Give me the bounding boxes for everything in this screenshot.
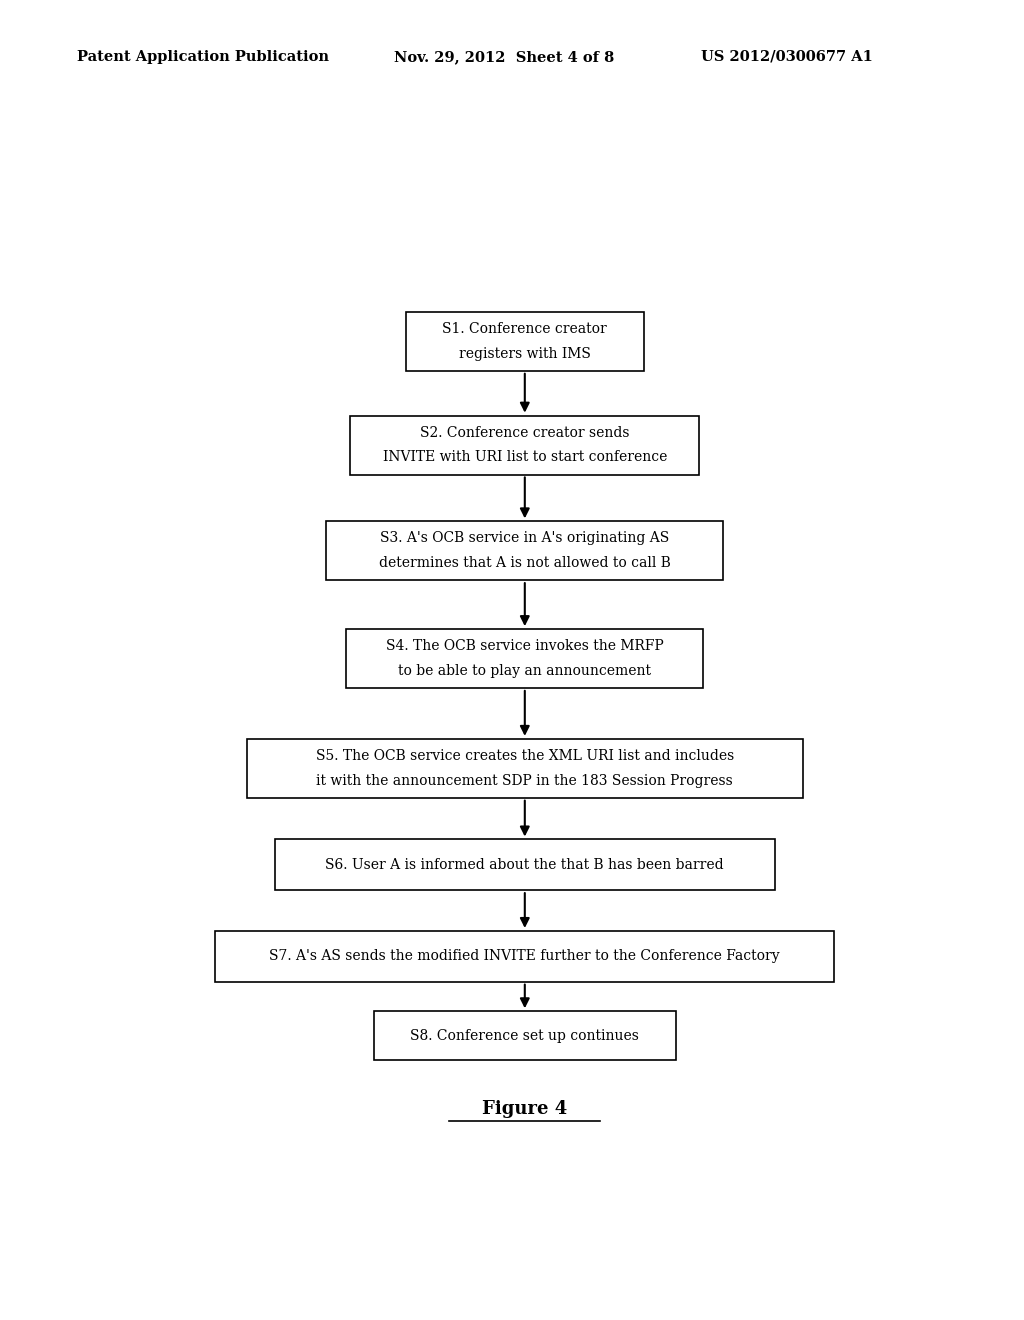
FancyBboxPatch shape xyxy=(374,1011,676,1060)
FancyBboxPatch shape xyxy=(247,739,803,797)
Text: S2. Conference creator sends: S2. Conference creator sends xyxy=(420,425,630,440)
Text: S3. A's OCB service in A's originating AS: S3. A's OCB service in A's originating A… xyxy=(380,532,670,545)
Text: S4. The OCB service invokes the MRFP: S4. The OCB service invokes the MRFP xyxy=(386,639,664,653)
FancyBboxPatch shape xyxy=(215,931,835,982)
Text: registers with IMS: registers with IMS xyxy=(459,347,591,360)
Text: Figure 4: Figure 4 xyxy=(482,1100,567,1118)
FancyBboxPatch shape xyxy=(346,630,703,688)
Text: Patent Application Publication: Patent Application Publication xyxy=(77,50,329,63)
Text: it with the announcement SDP in the 183 Session Progress: it with the announcement SDP in the 183 … xyxy=(316,774,733,788)
Text: S6. User A is informed about the that B has been barred: S6. User A is informed about the that B … xyxy=(326,858,724,871)
FancyBboxPatch shape xyxy=(327,521,723,581)
Text: S7. A's AS sends the modified INVITE further to the Conference Factory: S7. A's AS sends the modified INVITE fur… xyxy=(269,949,780,964)
Text: to be able to play an announcement: to be able to play an announcement xyxy=(398,664,651,678)
Text: INVITE with URI list to start conference: INVITE with URI list to start conference xyxy=(383,450,667,465)
Text: US 2012/0300677 A1: US 2012/0300677 A1 xyxy=(701,50,873,63)
Text: determines that A is not allowed to call B: determines that A is not allowed to call… xyxy=(379,556,671,570)
Text: S5. The OCB service creates the XML URI list and includes: S5. The OCB service creates the XML URI … xyxy=(315,748,734,763)
Text: S8. Conference set up continues: S8. Conference set up continues xyxy=(411,1028,639,1043)
Text: Nov. 29, 2012  Sheet 4 of 8: Nov. 29, 2012 Sheet 4 of 8 xyxy=(394,50,614,63)
FancyBboxPatch shape xyxy=(274,840,775,890)
Text: S1. Conference creator: S1. Conference creator xyxy=(442,322,607,337)
FancyBboxPatch shape xyxy=(406,312,644,371)
FancyBboxPatch shape xyxy=(350,416,699,474)
